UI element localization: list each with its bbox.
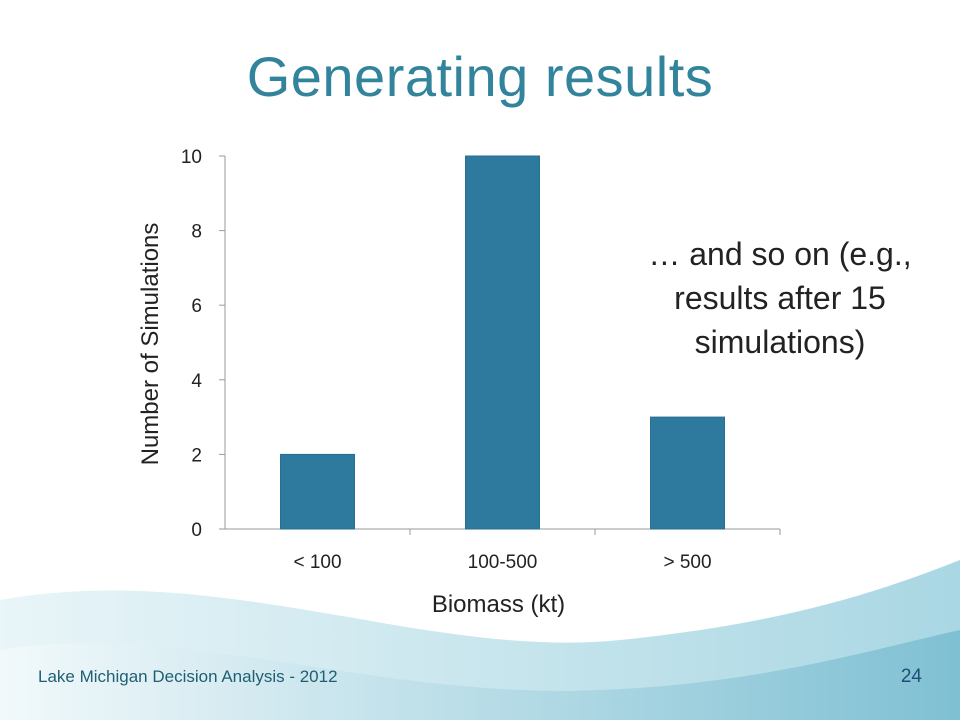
y-tick-label: 8 — [191, 222, 202, 243]
y-tick-label: 0 — [191, 520, 202, 541]
annotation-text: … and so on (e.g., results after 15 simu… — [648, 236, 912, 360]
x-tick-label: 100-500 — [468, 552, 538, 573]
y-tick-label: 2 — [191, 445, 202, 466]
y-tick-label: 4 — [191, 371, 202, 392]
y-axis-title: Number of Simulations — [137, 223, 164, 466]
x-axis-title: Biomass (kt) — [432, 591, 565, 618]
y-tick-label: 10 — [181, 147, 202, 168]
x-tick-label: < 100 — [293, 552, 341, 573]
footer-text: Lake Michigan Decision Analysis - 2012 — [38, 667, 338, 686]
y-tick-label: 6 — [191, 296, 202, 317]
bar — [280, 453, 355, 530]
bar — [465, 155, 540, 530]
wave-front — [0, 630, 960, 720]
page-number: 24 — [900, 666, 922, 687]
slide-title: Generating results — [246, 45, 714, 108]
x-tick-label: > 500 — [663, 552, 711, 573]
bar — [650, 416, 725, 530]
